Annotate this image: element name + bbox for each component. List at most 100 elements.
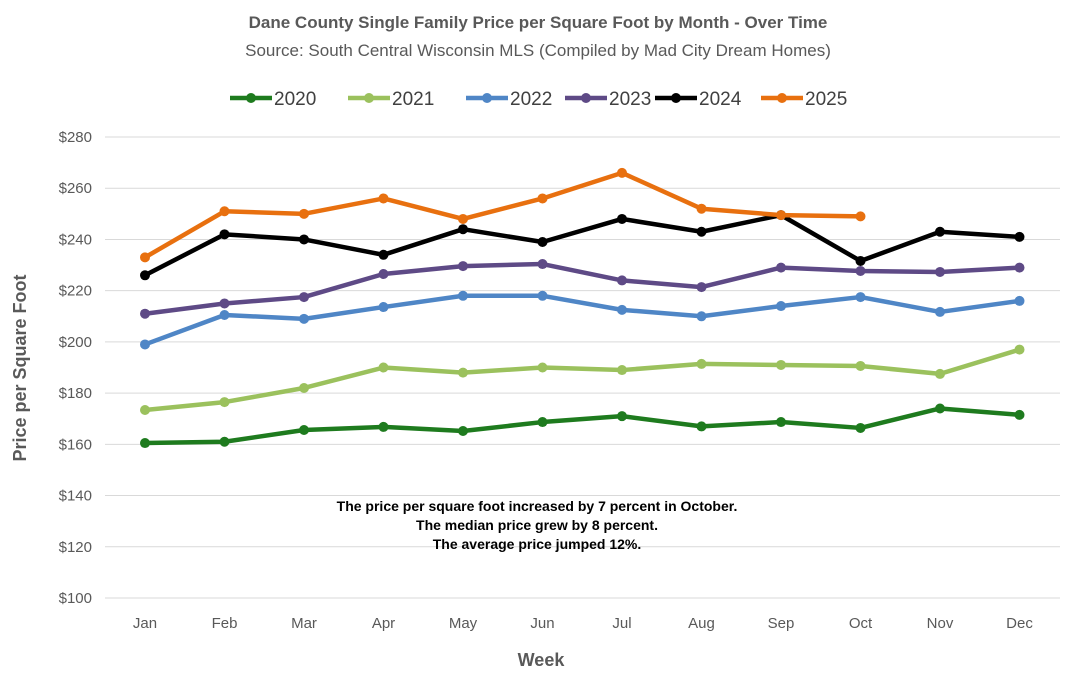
data-point [219, 397, 230, 408]
data-point [696, 226, 707, 237]
data-point [935, 266, 945, 277]
data-point [935, 226, 945, 237]
data-point [617, 167, 627, 178]
data-point [458, 213, 468, 224]
data-point [140, 405, 150, 416]
legend: 2020 2021 2022 2023 2024 2025 [230, 89, 847, 110]
data-point [219, 436, 230, 447]
y-tick-label: $280 [59, 129, 92, 146]
data-point [378, 421, 389, 432]
data-point [696, 358, 707, 369]
legend-marker [246, 93, 256, 103]
series-2024 [140, 210, 1025, 281]
data-point [299, 292, 309, 303]
data-point [617, 411, 627, 422]
annotation-line-2: The median price grew by 8 percent. [416, 517, 658, 533]
data-point [776, 417, 786, 428]
data-point [1014, 409, 1025, 420]
data-point [378, 362, 389, 373]
series-2025 [140, 167, 866, 263]
chart-subtitle: Source: South Central Wisconsin MLS (Com… [245, 41, 831, 60]
data-point [855, 360, 866, 371]
series-line [144, 406, 1020, 446]
x-tick-label: Apr [372, 615, 395, 632]
data-point [776, 210, 786, 221]
data-point [537, 290, 548, 301]
data-point [299, 382, 309, 393]
data-point [458, 261, 468, 272]
chart-title: Dane County Single Family Price per Squa… [249, 13, 828, 32]
y-tick-label: $160 [59, 436, 92, 453]
data-point [299, 313, 309, 324]
data-point [458, 367, 468, 378]
y-axis-title: Price per Square Foot [10, 274, 30, 461]
legend-label: 2021 [392, 89, 434, 110]
data-point [776, 301, 786, 312]
series-line [144, 347, 1021, 413]
legend-label: 2023 [609, 89, 651, 110]
y-axis-ticks: $100 $120 $140 $160 $180 $200 $220 $240 $260 $280 [59, 129, 92, 607]
data-point [537, 259, 548, 270]
data-point [855, 211, 866, 222]
data-point [219, 309, 230, 320]
data-point [617, 275, 627, 286]
y-tick-label: $180 [59, 385, 92, 402]
x-tick-label: Mar [291, 615, 317, 632]
legend-item-2024: 2024 [655, 89, 742, 110]
data-point [458, 224, 468, 235]
data-point [219, 229, 230, 240]
data-point [696, 421, 707, 432]
legend-marker [581, 93, 591, 103]
annotation-line-1: The price per square foot increased by 7… [337, 498, 738, 514]
data-point [537, 193, 548, 204]
legend-marker [777, 93, 787, 103]
data-point [219, 298, 230, 309]
legend-item-2025: 2025 [761, 89, 847, 110]
data-point [458, 290, 468, 301]
series-line [143, 170, 861, 260]
series-line [144, 293, 1020, 347]
data-point [1014, 344, 1025, 355]
data-point [776, 359, 786, 370]
x-tick-label: May [449, 615, 478, 632]
series-2021 [140, 344, 1025, 416]
data-point [935, 306, 945, 317]
data-point [935, 368, 945, 379]
legend-marker [671, 93, 681, 103]
data-point [617, 213, 627, 224]
data-point [935, 403, 945, 414]
y-tick-label: $200 [59, 334, 92, 351]
y-tick-label: $240 [59, 231, 92, 248]
data-point [537, 417, 548, 428]
series-2023 [140, 259, 1025, 319]
x-tick-label: Jan [133, 615, 157, 632]
y-tick-label: $120 [59, 539, 92, 556]
legend-item-2022: 2022 [466, 89, 552, 110]
data-point [299, 234, 309, 245]
legend-item-2023: 2023 [565, 89, 651, 110]
x-tick-label: Jul [612, 615, 631, 632]
legend-marker [364, 93, 374, 103]
legend-item-2021: 2021 [348, 89, 434, 110]
data-point [219, 206, 230, 217]
annotation-line-3: The average price jumped 12%. [433, 536, 642, 552]
data-point [617, 365, 627, 376]
legend-label: 2025 [805, 89, 847, 110]
x-axis-ticks: Jan Feb Mar Apr May Jun Jul Aug Sep Oct Nov Dec [133, 615, 1033, 632]
data-point [140, 339, 150, 350]
data-point [140, 438, 150, 449]
data-point [696, 282, 707, 293]
x-tick-label: Nov [927, 615, 954, 632]
data-point [378, 269, 389, 280]
data-point [617, 304, 627, 315]
data-point [140, 270, 150, 281]
data-point [696, 203, 707, 214]
x-tick-label: Feb [212, 615, 238, 632]
legend-label: 2022 [510, 89, 552, 110]
y-tick-label: $100 [59, 590, 92, 607]
data-point [458, 426, 468, 437]
legend-marker [482, 93, 492, 103]
x-tick-label: Aug [688, 615, 715, 632]
legend-item-2020: 2020 [230, 89, 316, 110]
data-point [378, 302, 389, 313]
